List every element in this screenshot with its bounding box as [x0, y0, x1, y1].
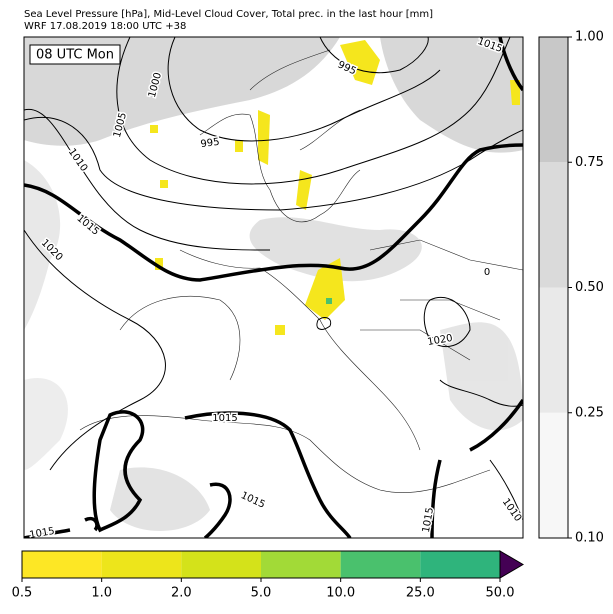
colorbar-tick-label: 5.0: [251, 586, 272, 601]
colorbar-tick-label: 2.0: [171, 586, 192, 601]
colorbar-tick-label: 0.50: [575, 280, 604, 295]
colorbar-extend: [499, 550, 524, 579]
colorbar-band: [181, 551, 261, 578]
time-label: 08 UTC Mon: [36, 48, 114, 63]
colorbar-tick-label: 50.0: [486, 586, 515, 601]
map-frame: [23, 36, 524, 539]
colorbar-band: [22, 551, 102, 578]
colorbar-tick-label: 0.25: [575, 405, 604, 420]
colorbar-tick-label: 0.75: [575, 155, 604, 170]
colorbar-band: [261, 551, 341, 578]
colorbar-band: [539, 37, 568, 163]
isobar-label: 995: [200, 137, 220, 151]
map-area: 1015995100010059951010101510200102010151…: [24, 37, 523, 538]
colorbar-tick-label: 10.0: [326, 586, 355, 601]
time-label-box: [29, 44, 121, 65]
colorbar-band: [539, 287, 568, 413]
colorbar-tick-label: 0.10: [575, 531, 604, 546]
colorbar-band: [539, 412, 568, 538]
colorbar-band: [420, 551, 500, 578]
colorbar-tick-label: 1.0: [91, 586, 112, 601]
colorbar-tick-label: 25.0: [406, 586, 435, 601]
colorbar-tick-label: 1.00: [575, 30, 604, 45]
colorbar-band: [340, 551, 421, 578]
title-line: WRF 17.08.2019 18:00 UTC +38: [24, 21, 186, 32]
isobar-label: 1015: [212, 413, 237, 424]
isobar-label: 0: [484, 267, 490, 278]
colorbar-band: [539, 162, 568, 288]
colorbar-tick-label: 0.5: [12, 586, 33, 601]
colorbar-band: [101, 551, 182, 578]
title-line: Sea Level Pressure [hPa], Mid-Level Clou…: [24, 9, 433, 20]
